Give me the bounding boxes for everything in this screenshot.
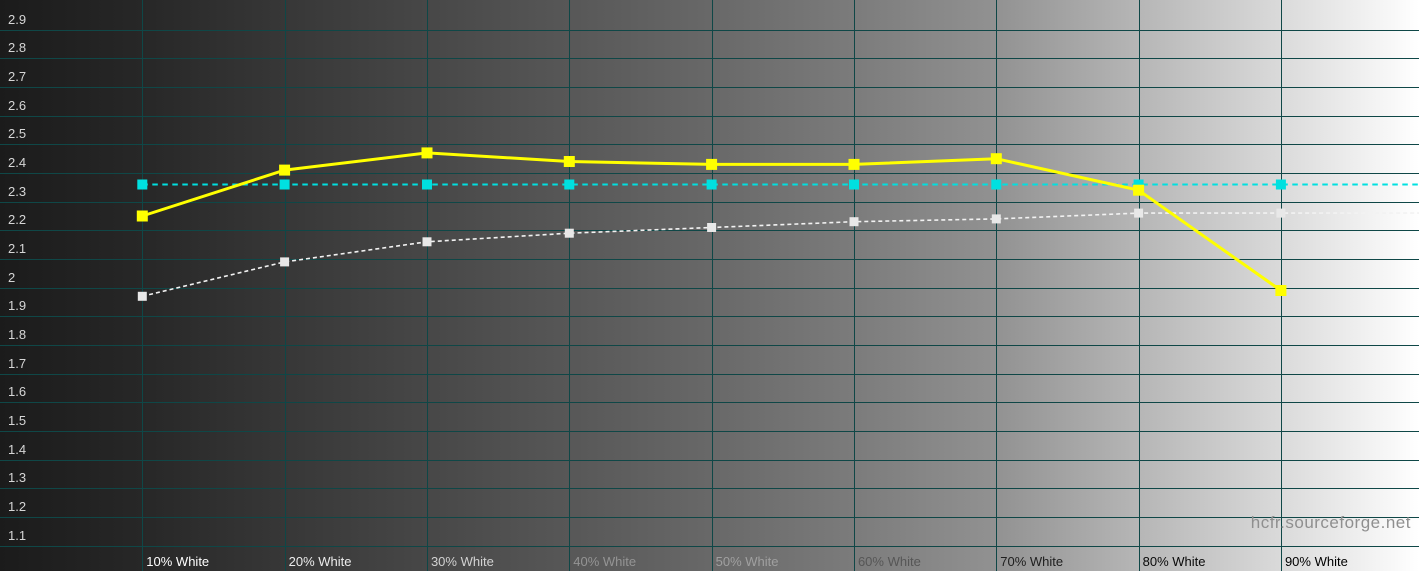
data-point-marker [990,153,1002,165]
y-tick-label: 1.2 [8,499,27,515]
data-point-marker [1275,285,1287,296]
data-point-marker [279,179,290,190]
y-tick-label: 1.9 [8,298,27,314]
y-tick-label: 2.8 [8,40,27,56]
x-tick-label: 10% White [146,554,210,569]
data-point-marker [136,210,148,222]
series-0 [137,208,1419,301]
x-tick-label: 30% White [430,554,494,569]
x-tick-label: 80% White [1142,554,1206,569]
data-point-marker [421,147,433,159]
data-point-marker [1134,208,1144,218]
data-point-marker [1133,184,1145,196]
data-point-marker [706,179,717,190]
y-tick-label: 2.2 [8,212,27,228]
data-point-marker [707,223,717,232]
y-tick-label: 1.7 [8,355,27,371]
data-point-marker [137,291,147,301]
y-tick-label: 1.1 [8,527,27,543]
y-tick-label: 2.4 [8,155,27,170]
data-point-marker [563,156,575,167]
data-point-marker [849,217,859,227]
data-point-marker [849,179,859,190]
y-tick-label: 1.4 [8,441,27,457]
data-point-marker [279,164,291,176]
data-point-marker [137,179,148,190]
y-tick-label: 2.3 [8,183,27,199]
data-point-marker [991,179,1002,190]
data-point-marker [564,228,574,238]
y-tick-label: 1.5 [8,413,27,429]
y-tick-label: 2 [8,269,16,285]
series-line [142,212,1419,298]
y-tick-label: 1.8 [8,327,27,343]
watermark-text: hcfr.sourceforge.net [1250,513,1411,532]
y-tick-label: 2.9 [8,11,27,27]
data-point-marker [1133,179,1144,190]
data-point-marker [280,257,290,267]
y-tick-label: 2.7 [8,68,27,84]
series-1 [137,179,1419,190]
y-tick-label: 2.5 [8,126,27,142]
x-tick-label: 70% White [1000,554,1064,569]
data-point-marker [422,179,432,190]
y-tick-label: 1.6 [8,384,27,400]
x-tick-label: 20% White [288,554,352,569]
y-tick-label: 2.1 [8,241,27,256]
data-point-marker [422,237,432,247]
x-tick-label: 50% White [715,554,779,569]
x-tick-label: 90% White [1284,554,1348,569]
x-tick-label: 40% White [573,554,637,569]
data-point-marker [1275,179,1286,190]
y-tick-label: 1.3 [8,470,27,486]
y-tick-label: 2.6 [8,97,27,113]
data-point-marker [706,158,718,170]
data-point-marker [991,214,1001,224]
x-tick-label: 60% White [857,554,921,569]
data-point-marker [564,179,575,190]
series-2 [136,147,1287,296]
data-point-marker [1276,208,1286,218]
data-point-marker [848,158,860,170]
